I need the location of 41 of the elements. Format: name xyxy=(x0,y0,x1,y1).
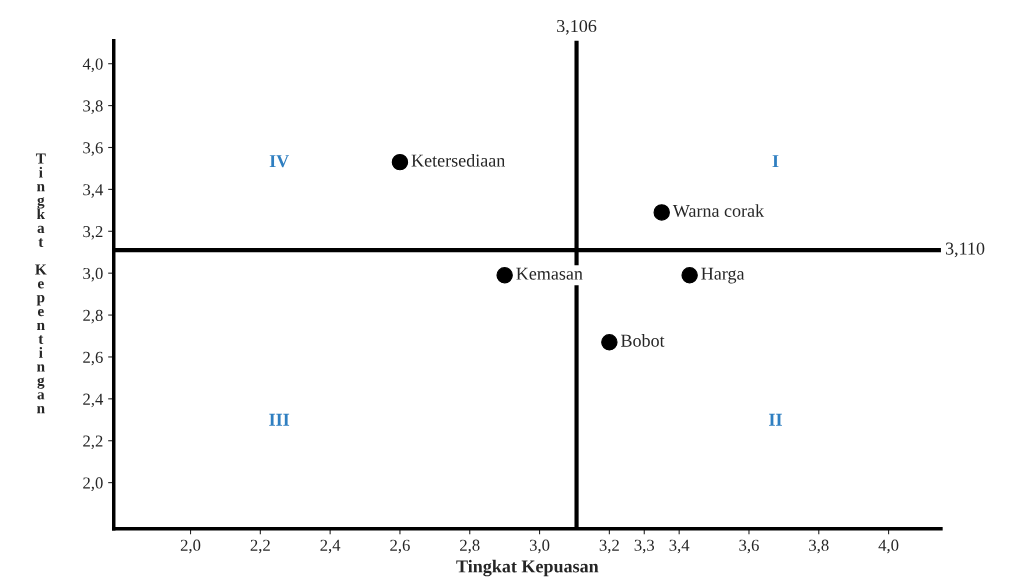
x-tick-label: 3,4 xyxy=(669,539,690,554)
x-tick-label: 4,0 xyxy=(878,539,899,554)
annotation: Warna corak xyxy=(672,204,765,218)
x-tick-label: 2,0 xyxy=(180,539,201,554)
y-tick-label: 3,6 xyxy=(83,142,103,156)
annotation: Ketersediaan xyxy=(411,153,506,167)
x-tick-label: 3,8 xyxy=(809,539,829,554)
y-tick-label: 2,8 xyxy=(83,309,103,324)
x-tick-label: 2,4 xyxy=(320,539,341,554)
x-tick-label: 2,2 xyxy=(250,539,270,554)
y-tick-label: 2,4 xyxy=(83,393,104,408)
text: Tingkat Kepentingan xyxy=(35,153,47,414)
y-tick-label: 2,0 xyxy=(83,477,103,491)
annotation: Kemasan xyxy=(516,267,583,280)
point xyxy=(496,267,513,284)
y-tick-label: 4,0 xyxy=(82,58,103,73)
annotation: II xyxy=(769,413,782,426)
y-tick-label: 2,6 xyxy=(83,351,103,366)
point xyxy=(601,334,618,351)
y-tick-label: 3,8 xyxy=(83,100,103,114)
x-tick-label: 3,2 xyxy=(599,539,619,554)
y-tick-label: 3,4 xyxy=(83,184,104,198)
x-tick-label: 3,0 xyxy=(529,539,550,554)
point xyxy=(391,153,409,171)
x-tick-label: 2,8 xyxy=(460,539,480,554)
point xyxy=(653,204,670,221)
x-tick-label: 2,6 xyxy=(390,539,410,554)
annotation: Bobot xyxy=(620,334,665,347)
x-axis-title: Tingkat Kepuasan xyxy=(456,559,599,577)
y-tick-label: 3,2 xyxy=(83,226,103,240)
y-tick-label: 2,2 xyxy=(83,435,103,450)
ref-line-label: 3,110 xyxy=(945,242,985,258)
annotation: Harga xyxy=(701,267,745,284)
x-tick-label: 3,6 xyxy=(739,539,759,554)
y-tick-label: 3,0 xyxy=(83,267,103,282)
point xyxy=(681,267,698,284)
annotation: III xyxy=(269,413,290,426)
annotation: I xyxy=(772,155,779,168)
annotation: IV xyxy=(269,155,290,168)
ref-line-label: 3,106 xyxy=(557,19,597,35)
x-tick-label: 3,3 xyxy=(634,539,655,554)
